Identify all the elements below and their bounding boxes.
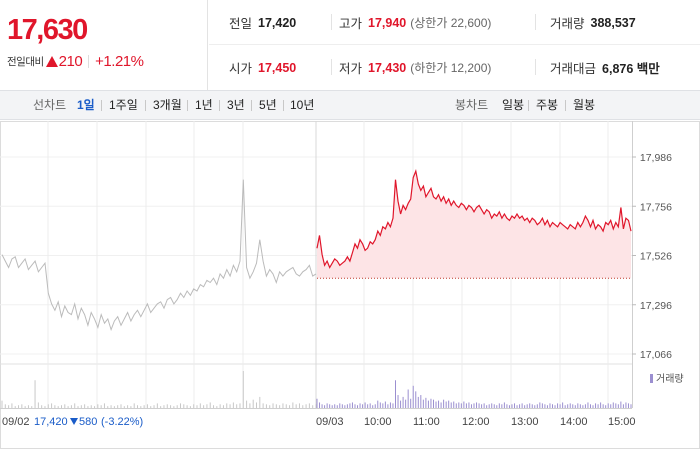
- divider: [88, 55, 90, 68]
- divider: [145, 100, 146, 111]
- x-tick-label: 12:00: [462, 416, 490, 428]
- price-change-row: 전일대비 210 +1.21%: [7, 53, 144, 70]
- divider: [331, 59, 332, 75]
- tab-1-day[interactable]: 1일: [77, 98, 95, 112]
- x-tick-label: 13:00: [511, 416, 539, 428]
- x-tick-label: 09/03: [316, 416, 344, 428]
- divider: [101, 100, 102, 111]
- candle-chart-label: 봉차트: [455, 98, 489, 112]
- down-triangle-icon: [70, 418, 78, 425]
- stat-label: 전일: [229, 17, 253, 31]
- x-tick-label: 10:00: [364, 416, 392, 428]
- tab-monthly-candle[interactable]: 월봉: [573, 98, 596, 112]
- stat-label: 고가: [339, 17, 363, 31]
- line-chart-label: 선차트: [33, 98, 67, 112]
- tab-5-years[interactable]: 5년: [259, 98, 277, 112]
- prev-day-date: 09/02: [2, 416, 30, 428]
- divider: [535, 14, 536, 30]
- today-line: [316, 168, 632, 269]
- prev-day-close: 17,420: [34, 416, 68, 428]
- y-tick-label: 17,296: [640, 300, 672, 312]
- tab-1-week[interactable]: 1주일: [109, 98, 138, 112]
- change-rate: +1.21%: [95, 53, 144, 70]
- stat-label: 저가: [339, 62, 363, 76]
- x-tick-label: 14:00: [560, 416, 588, 428]
- stat-volume: 거래량 388,537: [550, 0, 636, 45]
- upper-limit: (상한가 22,600): [410, 16, 492, 30]
- stat-label: 시가: [229, 62, 253, 76]
- stat-value: 17,450: [258, 60, 297, 75]
- tab-daily-candle[interactable]: 일봉: [502, 98, 525, 112]
- stat-value: 17,940: [368, 15, 407, 30]
- current-price: 17,630: [7, 14, 88, 46]
- tab-weekly-candle[interactable]: 주봉: [536, 98, 559, 112]
- stats-panel: 전일 17,420 고가 17,940 (상한가 22,600) 거래량 388…: [209, 0, 700, 90]
- today-area-fill: [317, 171, 631, 279]
- volume-legend-label: 거래량: [656, 373, 684, 385]
- prev-day-change: 580: [79, 416, 97, 428]
- stats-row: 전일 17,420 고가 17,940 (상한가 22,600) 거래량 388…: [209, 0, 700, 45]
- lower-limit: (하한가 12,200): [410, 61, 492, 75]
- stat-label: 거래대금: [550, 62, 597, 76]
- prev-day-rate: (-3.22%): [101, 416, 143, 428]
- price-summary: 17,630 전일대비 210 +1.21%: [0, 0, 208, 90]
- stat-value: 6,876 백만: [602, 62, 660, 76]
- chart-svg: 17,986 17,756 17,526 17,296 17,066 거래량 09/03 10…: [0, 121, 700, 449]
- stat-low: 저가 17,430 (하한가 12,200): [339, 45, 491, 90]
- stat-value: 388,537: [590, 15, 636, 30]
- change-value: 210: [58, 53, 83, 70]
- chart-period-tabs: 선차트 1일 1주일 3개월 1년 3년 5년 10년 봉차트 일봉 주봉 월봉: [0, 90, 700, 120]
- stat-value: 17,420: [258, 15, 297, 30]
- y-tick-label: 17,526: [640, 251, 672, 263]
- divider: [219, 100, 220, 111]
- divider: [565, 100, 566, 111]
- divider: [528, 100, 529, 111]
- tab-3-months[interactable]: 3개월: [153, 98, 182, 112]
- tab-1-year[interactable]: 1년: [195, 98, 213, 112]
- divider: [251, 100, 252, 111]
- stat-open: 시가 17,450: [229, 45, 296, 90]
- x-tick-label: 11:00: [413, 416, 440, 428]
- x-tick-label: 15:00: [608, 416, 636, 428]
- divider: [331, 14, 332, 30]
- volume-legend-swatch: [650, 374, 653, 383]
- stat-turnover: 거래대금 6,876 백만: [550, 45, 660, 90]
- stat-label: 거래량: [550, 17, 585, 31]
- divider: [187, 100, 188, 111]
- up-triangle-icon: [45, 56, 58, 67]
- divider: [283, 100, 284, 111]
- chart-frame: [0, 121, 700, 449]
- stat-high: 고가 17,940 (상한가 22,600): [339, 0, 491, 45]
- y-tick-label: 17,066: [640, 349, 672, 361]
- tab-3-years[interactable]: 3년: [227, 98, 245, 112]
- tab-10-years[interactable]: 10년: [290, 98, 315, 112]
- prev-day-line: [1, 179, 317, 332]
- stats-row: 시가 17,450 저가 17,430 (하한가 12,200) 거래대금 6,…: [209, 45, 700, 90]
- y-tick-label: 17,986: [640, 152, 672, 164]
- price-chart[interactable]: 17,986 17,756 17,526 17,296 17,066 거래량 09/03 10…: [0, 121, 700, 450]
- change-label: 전일대비: [7, 56, 44, 68]
- stat-prev-close: 전일 17,420: [229, 0, 296, 45]
- stat-value: 17,430: [368, 60, 407, 75]
- y-tick-label: 17,756: [640, 201, 672, 213]
- divider: [535, 59, 536, 75]
